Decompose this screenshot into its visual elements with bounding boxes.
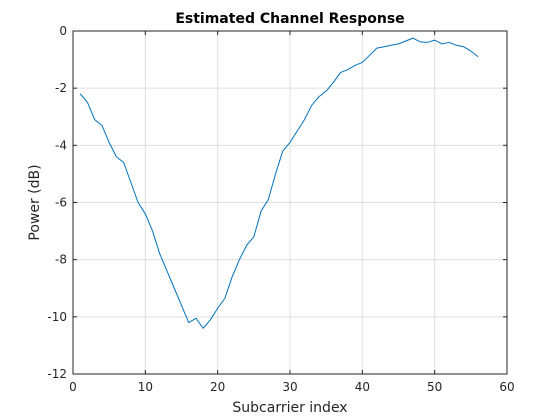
x-tick-label: 10 [138,380,153,394]
x-axis-label: Subcarrier index [232,400,347,416]
y-tick-label: -6 [55,196,67,210]
y-tick-label: -4 [55,138,67,152]
y-tick-label: -2 [55,81,67,95]
series-layer [79,37,479,329]
y-tick-label: 0 [59,24,67,38]
x-tick-label: 30 [282,380,297,394]
y-axis-label: Power (dB) [27,164,43,240]
y-tick-label: -8 [55,253,67,267]
x-tick-label: 0 [69,380,77,394]
x-tick-label: 50 [427,380,442,394]
y-tick-label: -10 [47,310,67,324]
y-tick-label: -12 [47,367,67,381]
series-line [79,37,479,329]
x-tick-label: 40 [355,380,370,394]
chart-title: Estimated Channel Response [175,11,404,27]
x-tick-label: 60 [499,380,514,394]
x-tick-label: 20 [210,380,225,394]
axis-ticks: 0 10 20 30 40 50 60 0 -2 -4 -6 -8 -10 -12 [47,24,514,394]
